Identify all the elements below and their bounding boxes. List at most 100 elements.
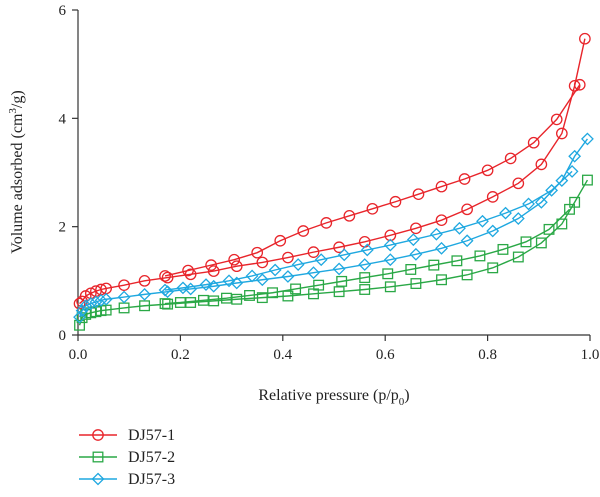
data-point bbox=[481, 164, 494, 177]
legend-marker bbox=[92, 429, 104, 441]
legend-item-dj57-3: DJ57-3 bbox=[79, 471, 175, 488]
data-point bbox=[336, 275, 348, 287]
data-point bbox=[228, 253, 241, 266]
legend-label: DJ57-3 bbox=[128, 471, 175, 488]
data-point bbox=[512, 251, 524, 263]
data-point bbox=[320, 217, 333, 229]
data-point bbox=[486, 224, 500, 238]
data-point bbox=[159, 270, 171, 282]
data-point bbox=[497, 243, 509, 255]
data-point bbox=[332, 262, 346, 276]
data-point bbox=[89, 295, 103, 309]
data-point bbox=[221, 292, 232, 304]
x-tick-label: 0.8 bbox=[478, 347, 497, 363]
data-point bbox=[535, 158, 548, 171]
x-axis-title: Relative pressure (p/p0) bbox=[258, 387, 409, 408]
data-point bbox=[158, 283, 172, 297]
data-point bbox=[245, 269, 259, 283]
data-point bbox=[290, 283, 302, 295]
data-point bbox=[486, 191, 499, 203]
data-point bbox=[545, 183, 559, 197]
data-point bbox=[564, 203, 575, 215]
data-point bbox=[435, 241, 448, 255]
data-point bbox=[79, 299, 93, 313]
data-point bbox=[75, 304, 89, 318]
x-tick-label: 0.6 bbox=[376, 347, 395, 363]
data-point bbox=[230, 260, 243, 273]
data-point bbox=[94, 293, 108, 307]
data-point bbox=[366, 202, 379, 215]
data-point bbox=[474, 250, 486, 262]
data-point bbox=[359, 272, 371, 284]
data-point bbox=[522, 197, 535, 211]
data-point bbox=[428, 259, 440, 271]
legend-marker bbox=[91, 472, 105, 486]
y-tick-label: 2 bbox=[59, 220, 67, 236]
data-point bbox=[256, 256, 269, 269]
data-point bbox=[207, 265, 220, 277]
data-point bbox=[291, 258, 305, 272]
series-line-desorption bbox=[164, 208, 571, 305]
data-point bbox=[504, 152, 517, 165]
ticks: 0.0 0.2 0.4 0.6 0.8 1.0 0 2 4 6 bbox=[59, 3, 600, 363]
data-point bbox=[461, 203, 473, 216]
data-point bbox=[550, 113, 563, 126]
data-point bbox=[384, 229, 397, 242]
data-point bbox=[382, 268, 394, 280]
series-dj57-3 bbox=[73, 132, 594, 324]
data-point bbox=[159, 298, 171, 310]
series-dj57-1 bbox=[73, 32, 591, 310]
data-point bbox=[534, 195, 548, 209]
data-point bbox=[429, 227, 443, 241]
legend-label: DJ57-2 bbox=[128, 449, 175, 466]
data-point bbox=[307, 266, 320, 280]
data-point bbox=[412, 188, 425, 201]
data-point bbox=[117, 290, 131, 304]
data-point bbox=[99, 292, 113, 306]
data-point bbox=[573, 78, 586, 91]
data-point bbox=[343, 209, 356, 222]
data-point bbox=[74, 319, 85, 331]
series-line-adsorption bbox=[79, 38, 586, 305]
data-point bbox=[282, 251, 294, 264]
data-point bbox=[512, 177, 525, 190]
data-point bbox=[579, 32, 591, 45]
series-dj57-2 bbox=[74, 174, 593, 331]
data-point bbox=[313, 279, 325, 291]
data-point bbox=[520, 236, 532, 248]
data-point bbox=[511, 212, 525, 225]
data-point bbox=[197, 294, 209, 306]
data-point bbox=[118, 279, 130, 292]
data-point bbox=[138, 274, 151, 287]
data-point bbox=[138, 287, 151, 301]
data-point bbox=[139, 300, 151, 312]
data-point bbox=[461, 269, 473, 281]
data-point bbox=[199, 278, 213, 292]
data-point bbox=[405, 264, 417, 275]
series-line-desorption bbox=[164, 170, 573, 291]
data-point bbox=[543, 223, 555, 235]
data-point bbox=[176, 281, 190, 295]
data-point bbox=[255, 273, 269, 287]
data-point bbox=[222, 274, 236, 288]
series-line-adsorption bbox=[78, 138, 589, 318]
data-point bbox=[281, 270, 295, 283]
data-point bbox=[410, 278, 422, 289]
legend-item-dj57-1: DJ57-1 bbox=[79, 427, 175, 444]
data-point bbox=[267, 287, 279, 299]
data-point bbox=[568, 149, 582, 163]
data-point bbox=[268, 263, 282, 277]
data-point bbox=[84, 297, 98, 311]
data-point bbox=[487, 262, 499, 274]
data-point bbox=[555, 127, 568, 140]
data-point bbox=[435, 214, 448, 227]
data-point bbox=[527, 136, 540, 149]
data-point bbox=[282, 290, 294, 302]
data-point bbox=[436, 274, 447, 286]
data-point bbox=[360, 243, 374, 257]
data-point bbox=[435, 180, 448, 193]
series-line-desorption bbox=[164, 84, 581, 277]
data-point bbox=[359, 284, 371, 295]
x-tick-label: 0.2 bbox=[171, 347, 190, 363]
data-point bbox=[410, 222, 422, 235]
